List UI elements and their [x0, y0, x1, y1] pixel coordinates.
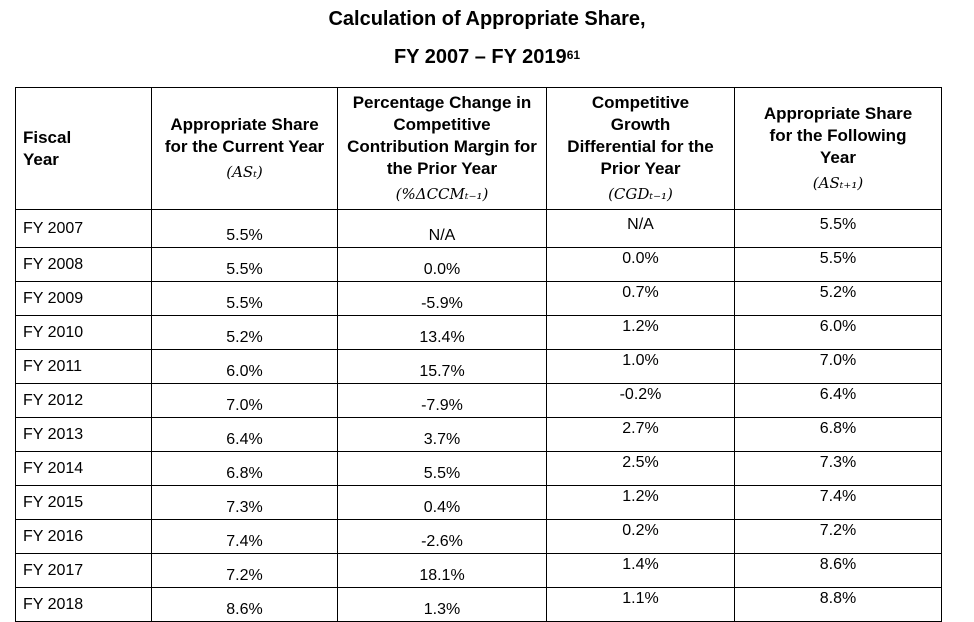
- table-row: FY 2009 5.5% -5.9% 0.7% 5.2%: [15, 281, 942, 316]
- table-row: FY 2013 6.4% 3.7% 2.7% 6.8%: [15, 417, 942, 452]
- header-ccm-label: Percentage Change in Competitive Contrib…: [347, 93, 537, 178]
- table-row: FY 2017 7.2% 18.1% 1.4% 8.6%: [15, 553, 942, 588]
- cell-cgd: N/A: [546, 209, 735, 248]
- header-as-following-symbol: (ASₜ₊₁): [812, 174, 864, 192]
- cell-cgd: 1.2%: [546, 485, 735, 520]
- header-fiscal-year-label: Fiscal Year: [23, 127, 72, 169]
- cell-ccm: 15.7%: [337, 349, 547, 384]
- table-row: FY 2012 7.0% -7.9% -0.2% 6.4%: [15, 383, 942, 418]
- table-row: FY 2014 6.8% 5.5% 2.5% 7.3%: [15, 451, 942, 486]
- cell-as-current: 6.8%: [151, 451, 338, 486]
- appropriate-share-table: Fiscal Year Appropriate Share for the Cu…: [15, 87, 942, 622]
- table-subtitle: FY 2007 – FY 201961: [0, 45, 974, 69]
- cell-fiscal-year: FY 2011: [15, 349, 152, 384]
- cell-ccm: -5.9%: [337, 281, 547, 316]
- cell-fiscal-year: FY 2013: [15, 417, 152, 452]
- cell-fiscal-year: FY 2009: [15, 281, 152, 316]
- title-line-2: FY 2007 – FY 2019: [393, 46, 567, 68]
- cell-as-current: 7.3%: [151, 485, 338, 520]
- cell-cgd: 0.7%: [546, 281, 735, 316]
- cell-as-following: 7.2%: [734, 519, 942, 554]
- cell-ccm: 13.4%: [337, 315, 547, 350]
- cell-cgd: 0.2%: [546, 519, 735, 554]
- cell-cgd: 2.7%: [546, 417, 735, 452]
- cell-cgd: -0.2%: [546, 383, 735, 418]
- table-row: FY 2011 6.0% 15.7% 1.0% 7.0%: [15, 349, 942, 384]
- cell-as-current: 5.2%: [151, 315, 338, 350]
- cell-ccm: 0.0%: [337, 247, 547, 282]
- cell-fiscal-year: FY 2015: [15, 485, 152, 520]
- cell-fiscal-year: FY 2016: [15, 519, 152, 554]
- header-cgd-label: Competitive Growth Differential for the …: [567, 93, 714, 178]
- table-row: FY 2008 5.5% 0.0% 0.0% 5.5%: [15, 247, 942, 282]
- cell-cgd: 1.4%: [546, 553, 735, 588]
- table-row: FY 2010 5.2% 13.4% 1.2% 6.0%: [15, 315, 942, 350]
- header-ccm: Percentage Change in Competitive Contrib…: [337, 87, 547, 210]
- cell-ccm: -2.6%: [337, 519, 547, 554]
- cell-as-following: 7.3%: [734, 451, 942, 486]
- header-row: Fiscal Year Appropriate Share for the Cu…: [15, 87, 942, 210]
- cell-ccm: N/A: [337, 209, 547, 248]
- header-fiscal-year: Fiscal Year: [15, 87, 152, 210]
- cell-fiscal-year: FY 2017: [15, 553, 152, 588]
- cell-fiscal-year: FY 2007: [15, 209, 152, 248]
- cell-cgd: 0.0%: [546, 247, 735, 282]
- table-row: FY 2016 7.4% -2.6% 0.2% 7.2%: [15, 519, 942, 554]
- header-as-current-label: Appropriate Share for the Current Year: [164, 115, 325, 156]
- cell-ccm: 5.5%: [337, 451, 547, 486]
- table-row: FY 2015 7.3% 0.4% 1.2% 7.4%: [15, 485, 942, 520]
- cell-cgd: 1.2%: [546, 315, 735, 350]
- cell-ccm: -7.9%: [337, 383, 547, 418]
- cell-as-current: 5.5%: [151, 209, 338, 248]
- cell-as-current: 5.5%: [151, 247, 338, 282]
- header-as-following: Appropriate Share for the Following Year…: [734, 87, 942, 210]
- cell-as-following: 5.2%: [734, 281, 942, 316]
- header-ccm-symbol: (%ΔCCMₜ₋₁): [395, 185, 489, 203]
- table-row: FY 2007 5.5% N/A N/A 5.5%: [15, 209, 942, 248]
- table-title: Calculation of Appropriate Share,: [0, 7, 974, 31]
- cell-fiscal-year: FY 2008: [15, 247, 152, 282]
- header-cgd: Competitive Growth Differential for the …: [546, 87, 735, 210]
- cell-as-following: 8.6%: [734, 553, 942, 588]
- cell-fiscal-year: FY 2012: [15, 383, 152, 418]
- cell-as-following: 7.0%: [734, 349, 942, 384]
- cell-as-current: 7.4%: [151, 519, 338, 554]
- cell-as-current: 7.2%: [151, 553, 338, 588]
- cell-as-following: 5.5%: [734, 209, 942, 248]
- title-line-1: Calculation of Appropriate Share,: [328, 8, 646, 30]
- cell-ccm: 0.4%: [337, 485, 547, 520]
- cell-as-current: 7.0%: [151, 383, 338, 418]
- header-as-following-label: Appropriate Share for the Following Year: [763, 104, 913, 167]
- cell-as-current: 6.4%: [151, 417, 338, 452]
- header-as-current-symbol: (ASₜ): [226, 163, 263, 181]
- header-as-current: Appropriate Share for the Current Year (…: [151, 87, 338, 210]
- header-cgd-symbol: (CGDₜ₋₁): [608, 185, 673, 203]
- cell-fiscal-year: FY 2014: [15, 451, 152, 486]
- cell-as-current: 6.0%: [151, 349, 338, 384]
- cell-as-following: 7.4%: [734, 485, 942, 520]
- cell-cgd: 1.0%: [546, 349, 735, 384]
- cell-cgd: 2.5%: [546, 451, 735, 486]
- cell-as-current: 5.5%: [151, 281, 338, 316]
- cell-as-following: 5.5%: [734, 247, 942, 282]
- cell-ccm: 18.1%: [337, 553, 547, 588]
- cell-fiscal-year: FY 2010: [15, 315, 152, 350]
- cell-ccm: 3.7%: [337, 417, 547, 452]
- cell-as-following: 6.0%: [734, 315, 942, 350]
- footnote-marker: 61: [566, 48, 581, 62]
- cell-as-following: 6.8%: [734, 417, 942, 452]
- table-body: FY 2007 5.5% N/A N/A 5.5% FY 2008 5.5% 0.0% 0.0%…: [15, 209, 942, 622]
- cell-as-following: 6.4%: [734, 383, 942, 418]
